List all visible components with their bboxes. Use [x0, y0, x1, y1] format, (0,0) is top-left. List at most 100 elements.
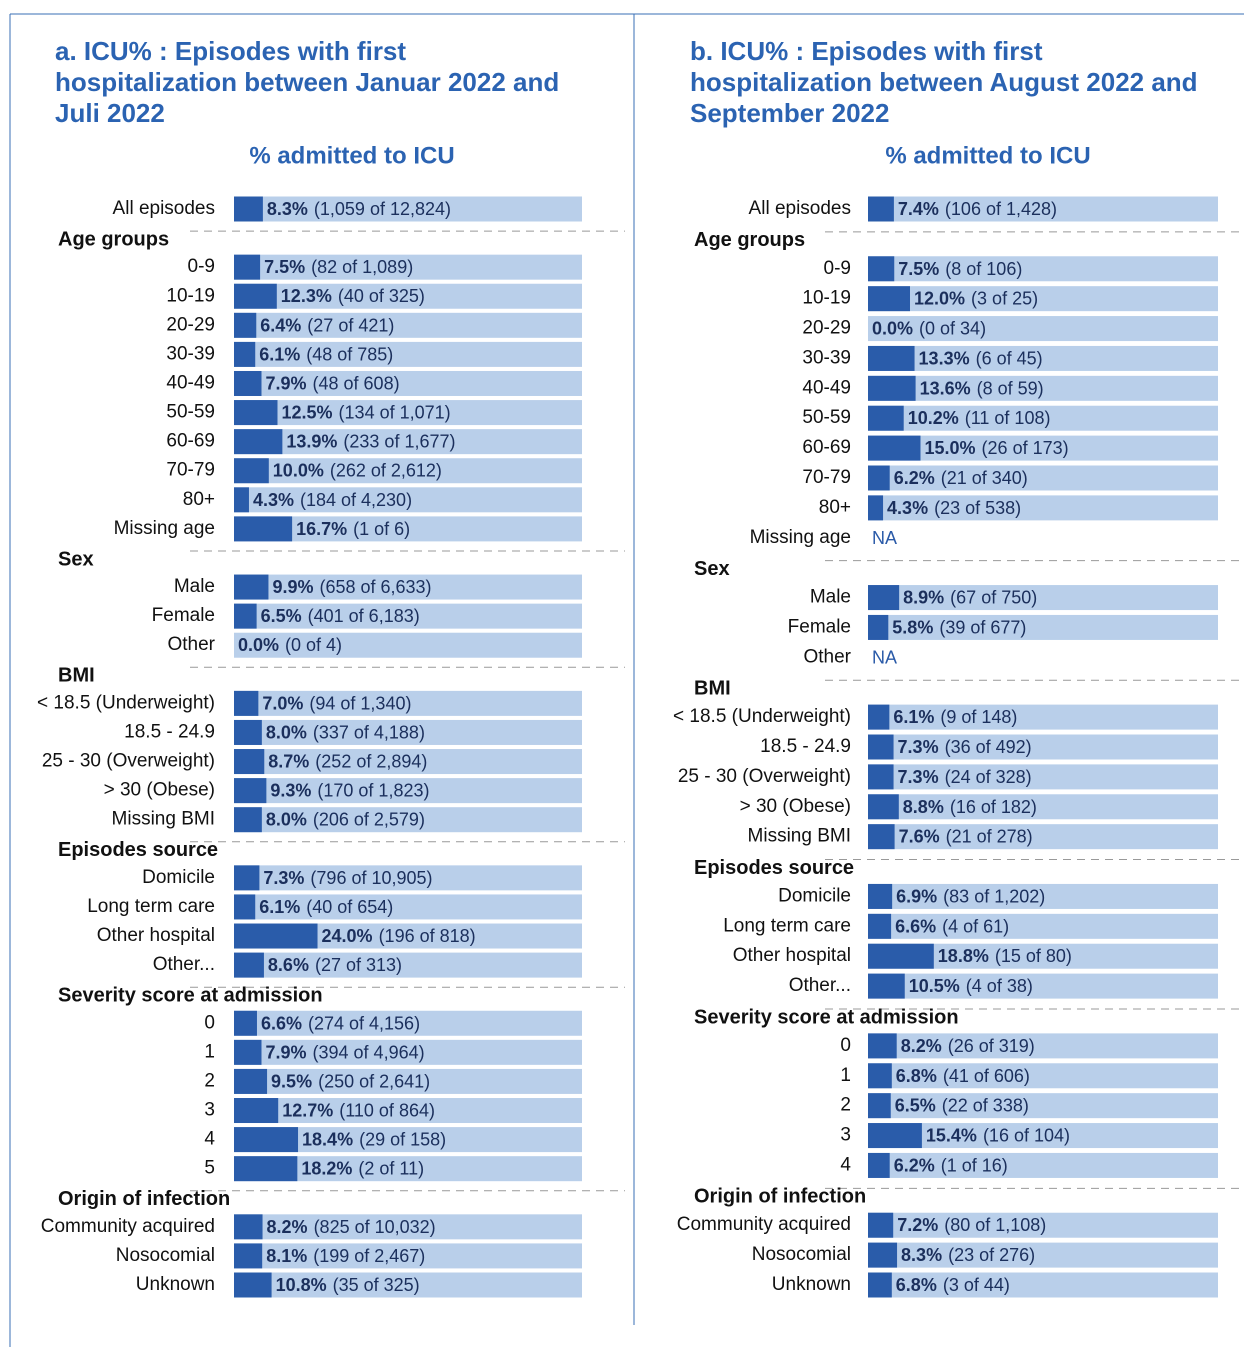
bar-track: [868, 1242, 1218, 1268]
bar: [868, 1093, 891, 1119]
bar-track: [868, 794, 1218, 820]
value-label: 8.6%: [268, 955, 309, 975]
bar-track: [234, 1068, 582, 1094]
count-label: (23 of 276): [948, 1245, 1035, 1265]
bar-track: [234, 778, 582, 804]
value-text: 18.2% (2 of 11): [301, 1158, 424, 1178]
value-text: 7.6% (21 of 278): [899, 826, 1033, 846]
bar: [234, 341, 256, 367]
value-text: 7.3% (796 of 10,905): [263, 868, 432, 888]
bar: [234, 1272, 272, 1298]
bar-track: [868, 913, 1218, 939]
bar: [234, 283, 277, 309]
count-label: (67 of 750): [950, 587, 1037, 607]
value-label: 12.5%: [282, 402, 333, 422]
value-label: 24.0%: [322, 926, 373, 946]
value-text: 6.1% (48 of 785): [259, 344, 393, 364]
bar: [234, 516, 293, 542]
value-label: 4.3%: [253, 490, 294, 510]
count-label: (1,059 of 12,824): [314, 199, 451, 219]
bar-track: [868, 1272, 1218, 1298]
value-label: 6.1%: [893, 707, 934, 727]
category-label: 70-79: [166, 460, 215, 481]
count-label: (21 of 340): [941, 468, 1028, 488]
count-label: (26 of 319): [948, 1036, 1035, 1056]
value-label: 10.0%: [273, 460, 324, 480]
bar: [234, 865, 260, 891]
value-text: 12.0% (3 of 25): [914, 288, 1038, 308]
category-label: Community acquired: [677, 1214, 851, 1235]
category-label: Other...: [789, 975, 851, 996]
category-label: Other hospital: [733, 945, 851, 966]
value-label: 10.2%: [908, 408, 959, 428]
value-text: NA: [872, 647, 897, 667]
category-label: 4: [204, 1129, 215, 1150]
value-label: 18.4%: [302, 1129, 353, 1149]
bar: [868, 764, 894, 790]
category-label: 5: [204, 1158, 215, 1179]
count-label: (170 of 1,823): [317, 780, 429, 800]
bar: [234, 719, 262, 745]
value-label: 6.9%: [896, 886, 937, 906]
group-heading: Age groups: [58, 228, 169, 250]
category-label: < 18.5 (Underweight): [37, 692, 215, 713]
value-label: 9.5%: [271, 1071, 312, 1091]
axis-label: % admitted to ICU: [249, 142, 454, 169]
category-label: Female: [152, 605, 215, 626]
value-label: 16.7%: [296, 519, 347, 539]
bar-track: [234, 865, 582, 891]
group-heading: Episodes source: [58, 839, 218, 861]
bar: [234, 370, 262, 396]
count-label: (39 of 677): [939, 617, 1026, 637]
bar-track: [868, 1123, 1218, 1149]
category-label: 2: [204, 1070, 215, 1091]
count-label: (8 of 59): [977, 378, 1044, 398]
count-label: (40 of 654): [306, 897, 393, 917]
bar-track: [234, 719, 582, 745]
category-label: Missing age: [750, 527, 851, 548]
count-label: (48 of 608): [313, 373, 400, 393]
bar-track: [234, 749, 582, 775]
category-label: 0: [840, 1035, 851, 1056]
count-label: (40 of 325): [338, 286, 425, 306]
value-text: 4.3% (23 of 538): [887, 498, 1021, 518]
value-text: 8.3% (23 of 276): [901, 1245, 1035, 1265]
category-label: Long term care: [87, 896, 215, 917]
count-label: (274 of 4,156): [308, 1013, 420, 1033]
count-label: (11 of 108): [965, 408, 1051, 428]
value-text: 7.2% (80 of 1,108): [897, 1215, 1046, 1235]
count-label: (110 of 864): [339, 1100, 435, 1120]
category-label: 0-9: [824, 258, 851, 279]
bar-track: [868, 614, 1218, 640]
value-label: 8.3%: [901, 1245, 942, 1265]
bar: [234, 1010, 257, 1036]
category-label: 10-19: [802, 288, 851, 309]
value-label: 6.5%: [895, 1095, 936, 1115]
category-label: 25 - 30 (Overweight): [42, 751, 215, 772]
category-label: 60-69: [166, 431, 215, 452]
value-text: 6.2% (1 of 16): [894, 1155, 1008, 1175]
bar-track: [868, 1152, 1218, 1178]
value-label: 6.6%: [261, 1013, 302, 1033]
value-label: NA: [872, 528, 897, 548]
value-label: 8.2%: [901, 1036, 942, 1056]
category-label: 40-49: [166, 373, 215, 394]
count-label: (0 of 4): [285, 635, 342, 655]
bar: [234, 690, 259, 716]
value-label: 10.5%: [909, 976, 960, 996]
category-label: 18.5 - 24.9: [760, 736, 851, 757]
value-label: 7.9%: [265, 1042, 306, 1062]
bar-track: [234, 632, 582, 658]
bar-track: [868, 1093, 1218, 1119]
value-label: 6.5%: [261, 606, 302, 626]
bar: [234, 574, 269, 600]
category-label: Missing BMI: [112, 809, 215, 830]
bar: [234, 778, 267, 804]
value-label: 8.7%: [268, 751, 309, 771]
group-heading: Origin of infection: [58, 1188, 230, 1210]
bar-track: [234, 807, 582, 833]
bar-track: [234, 341, 582, 367]
value-label: 13.3%: [919, 348, 970, 368]
count-label: (658 of 6,633): [319, 577, 431, 597]
value-text: 7.9% (394 of 4,964): [265, 1042, 424, 1062]
